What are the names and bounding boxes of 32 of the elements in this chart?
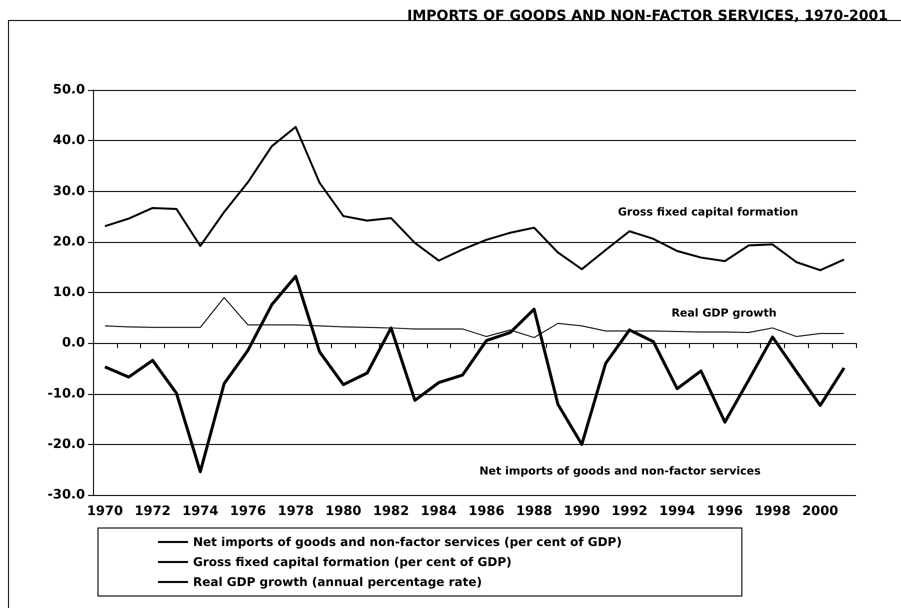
x-tick-label: 1992 <box>611 504 648 519</box>
chart-title: IMPORTS OF GOODS AND NON-FACTOR SERVICES, 1970-2001 <box>407 8 888 24</box>
x-tick-label: 1998 <box>754 504 791 519</box>
x-tick-label: 2000 <box>802 504 838 519</box>
x-tick-label: 1984 <box>420 504 457 519</box>
legend-label: Gross fixed capital formation (per cent of GDP) <box>193 555 512 569</box>
x-tick-label: 1988 <box>516 504 552 519</box>
y-tick-label: -10.0 <box>48 386 85 402</box>
x-tick-label: 1976 <box>230 504 266 519</box>
y-tick-label: -20.0 <box>48 436 85 452</box>
y-tick-label: 40.0 <box>52 133 85 148</box>
legend-label: Real GDP growth (annual percentage rate) <box>193 575 482 589</box>
x-tick-label: 1978 <box>278 504 314 519</box>
x-tick-label: 1996 <box>706 504 743 519</box>
x-tick-label: 1970 <box>86 504 124 519</box>
x-tick-label: 1972 <box>134 504 171 519</box>
legend-label: Net imports of goods and non-factor services (per cent of GDP) <box>193 535 622 549</box>
x-tick-label: 1980 <box>325 504 362 519</box>
annotation: Real GDP growth <box>671 306 777 320</box>
y-tick-label: 0.0 <box>62 336 85 351</box>
x-tick-label: 1994 <box>659 504 696 519</box>
x-tick-label: 1986 <box>468 504 505 519</box>
y-tick-label: 50.0 <box>52 82 85 98</box>
annotation: Net imports of goods and non-factor services <box>479 464 762 478</box>
y-tick-label: -30.0 <box>48 488 85 502</box>
y-tick-label: 30.0 <box>52 184 85 199</box>
x-tick-label: 1982 <box>372 504 410 519</box>
annotation: Gross fixed capital formation <box>618 206 798 218</box>
x-tick-label: 1990 <box>564 504 600 519</box>
y-tick-label: 20.0 <box>52 234 85 250</box>
y-tick-label: 10.0 <box>52 285 85 300</box>
x-tick-label: 1974 <box>182 504 218 519</box>
